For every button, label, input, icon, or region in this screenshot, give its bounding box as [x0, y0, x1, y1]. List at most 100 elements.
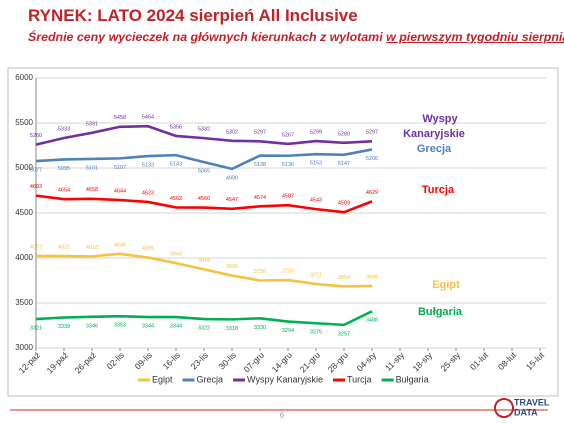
- data-label: 4990: [226, 175, 238, 181]
- data-label: 5065: [198, 169, 210, 175]
- x-tick-label: 11-sty: [383, 349, 407, 373]
- legend-label: Bułgaria: [396, 374, 429, 384]
- data-label: 3344: [170, 323, 182, 329]
- annotation: Kanaryjskie: [403, 128, 465, 140]
- series-line: [35, 124, 373, 146]
- data-label: 3339: [58, 324, 70, 330]
- annotation: Grecja: [417, 143, 452, 155]
- legend-label: Egipt: [152, 374, 173, 384]
- data-label: 4693: [30, 184, 42, 190]
- x-tick-label: 12-paź: [17, 350, 42, 375]
- x-tick-label: 07-gru: [242, 350, 267, 375]
- data-label: 5302: [226, 129, 238, 135]
- series-line: [35, 310, 373, 327]
- logo-text: DATA: [514, 407, 538, 417]
- x-tick-label: 23-lis: [189, 350, 210, 371]
- x-tick-label: 28-gru: [326, 350, 351, 375]
- series-line: [35, 252, 373, 288]
- data-label: 4623: [142, 190, 154, 196]
- data-label: 5138: [254, 162, 266, 168]
- subtitle-part: Średnie ceny wycieczek na głównych kieru…: [28, 30, 383, 44]
- data-label: 3322: [198, 325, 210, 331]
- y-tick-label: 3000: [15, 343, 33, 352]
- data-label: 5153: [310, 161, 322, 167]
- data-label: 3805: [226, 264, 238, 270]
- data-label: 3294: [282, 328, 294, 334]
- data-label: 4562: [170, 196, 182, 202]
- x-tick-label: 26-paź: [73, 350, 98, 375]
- data-label: 4644: [114, 188, 126, 194]
- x-tick-label: 14-gru: [270, 350, 295, 375]
- x-tick-label: 16-lis: [161, 350, 182, 371]
- y-tick-label: 5000: [15, 163, 33, 172]
- data-label: 5143: [170, 162, 182, 168]
- y-tick-label: 4500: [15, 208, 33, 217]
- data-label: 3750: [254, 269, 266, 275]
- x-tick-label: 21-gru: [298, 350, 323, 375]
- data-label: 5297: [366, 130, 378, 136]
- y-tick-label: 4000: [15, 253, 33, 262]
- data-label: 5147: [338, 161, 350, 167]
- data-label: 3330: [254, 325, 266, 331]
- legend-label: Turcja: [347, 374, 372, 384]
- data-label: 3755: [282, 269, 294, 275]
- data-label: 3344: [142, 323, 154, 329]
- logo-text: TRAVEL: [514, 397, 550, 407]
- series-line: [35, 148, 373, 171]
- data-label: 4543: [310, 198, 322, 204]
- legend-label: Wyspy Kanaryjskie: [247, 374, 323, 384]
- data-label: 4587: [282, 194, 294, 200]
- data-label: 3711: [310, 272, 322, 278]
- data-label: 4018: [86, 245, 98, 251]
- annotation: Wyspy: [422, 113, 458, 125]
- data-label: 5077: [30, 168, 42, 174]
- data-label: 5297: [254, 130, 266, 136]
- data-label: 4547: [226, 197, 238, 203]
- x-tick-label: 09-lis: [133, 350, 154, 371]
- x-tick-label: 19-paź: [45, 350, 70, 375]
- data-label: 4574: [254, 195, 266, 201]
- data-label: 3408: [366, 318, 378, 324]
- data-label: 3318: [226, 326, 238, 332]
- data-label: 5260: [30, 133, 42, 139]
- data-label: 3943: [170, 252, 182, 258]
- data-label: 5107: [114, 165, 126, 171]
- data-label: 5280: [338, 131, 350, 137]
- y-tick-label: 3500: [15, 298, 33, 307]
- data-label: 4023: [30, 244, 42, 250]
- data-label: 5101: [86, 165, 98, 171]
- data-label: 5206: [366, 156, 378, 162]
- x-tick-label: 18-sty: [411, 349, 435, 373]
- data-label: 4022: [58, 244, 70, 250]
- chart-frame: [7, 67, 559, 397]
- y-tick-label: 5500: [15, 118, 33, 127]
- x-tick-label: 02-lis: [105, 350, 126, 371]
- title: RYNEK: LATO 2024 sierpień All Inclusive: [28, 6, 358, 25]
- data-label: 5095: [58, 166, 70, 172]
- page-number: 6: [280, 411, 285, 420]
- x-tick-label: 04-sty: [355, 349, 379, 373]
- data-label: 4005: [142, 246, 154, 252]
- subtitle: Średnie ceny wycieczek na głównych kieru…: [28, 30, 564, 44]
- y-tick-label: 6000: [15, 73, 33, 82]
- data-label: 5356: [170, 124, 182, 130]
- x-tick-label: 25-sty: [439, 349, 463, 373]
- data-label: 3257: [338, 331, 350, 337]
- subtitle-part: w pierwszym tygodniu sierpnia: [386, 30, 564, 44]
- legend-label: Grecja: [197, 374, 224, 384]
- data-label: 5332: [198, 127, 210, 133]
- x-tick-label: 01-lut: [468, 349, 491, 372]
- data-label: 4509: [338, 201, 350, 207]
- data-label: 3321: [30, 326, 42, 332]
- data-label: 5133: [142, 162, 154, 168]
- data-label: 5267: [282, 132, 294, 138]
- data-label: 3684: [338, 275, 350, 281]
- data-label: 5464: [142, 115, 154, 121]
- annotation: Bułgaria: [418, 306, 463, 318]
- data-label: 5299: [310, 130, 322, 136]
- data-label: 3346: [86, 323, 98, 329]
- data-label: 3275: [310, 330, 322, 336]
- annotation: Egipt: [432, 279, 460, 291]
- data-label: 4658: [86, 187, 98, 193]
